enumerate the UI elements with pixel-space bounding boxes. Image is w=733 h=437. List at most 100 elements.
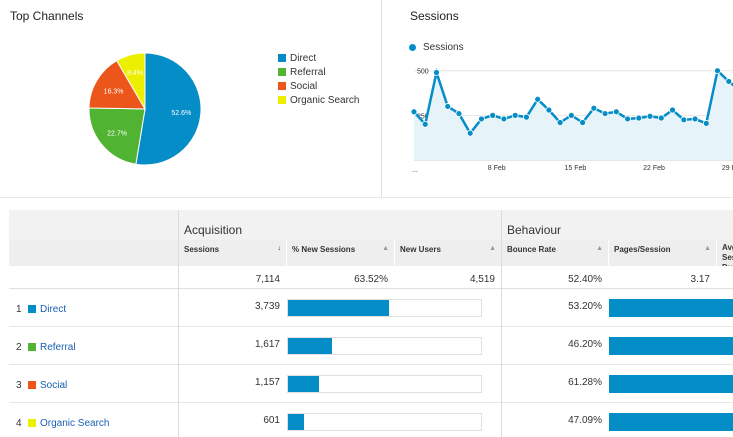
- sessions-point[interactable]: [590, 104, 598, 112]
- sessions-point[interactable]: [410, 108, 418, 116]
- table-row: [9, 289, 733, 327]
- col-header-label: Avg. Session Duration: [722, 243, 733, 266]
- sessions-line-chart: 250 500... 8 Feb 15 Feb 22 Feb 29 Feb: [410, 67, 733, 174]
- sessions-point[interactable]: [478, 115, 485, 123]
- sessions-point[interactable]: [444, 103, 452, 110]
- sessions-share-bar-fill: [288, 338, 332, 354]
- sessions-share-bar: [287, 413, 482, 431]
- row-bounce-rate: 46.20%: [568, 339, 602, 350]
- sort-icon[interactable]: ▲︎: [489, 245, 496, 252]
- series-legend-label: Sessions: [423, 42, 464, 53]
- legend-swatch: [278, 82, 286, 90]
- legend-swatch: [278, 68, 286, 76]
- legend-item-social[interactable]: Social: [278, 79, 359, 93]
- sessions-point[interactable]: [646, 112, 654, 120]
- col-header-avg-duration[interactable]: Avg. Session Duration: [717, 240, 733, 266]
- col-header-pages-session[interactable]: Pages/Session ▲︎: [609, 240, 716, 266]
- series-dot-icon: [409, 44, 416, 51]
- pie-slice-social[interactable]: [88, 59, 146, 110]
- sessions-point[interactable]: [421, 120, 429, 128]
- pie-slice-direct[interactable]: [135, 52, 202, 166]
- row-bounce-rate: 47.09%: [568, 415, 602, 426]
- table-row: [9, 365, 733, 403]
- sessions-share-bar-fill: [288, 414, 305, 430]
- sessions-point[interactable]: [624, 115, 631, 123]
- channel-link-referral[interactable]: Referral: [40, 342, 76, 353]
- sessions-point[interactable]: [635, 114, 643, 122]
- pie-slice-label: 22.7%: [107, 130, 127, 137]
- sessions-point[interactable]: [691, 115, 699, 123]
- widget-divider: [381, 0, 382, 198]
- legend-item-referral[interactable]: Referral: [278, 65, 359, 79]
- row-label-referral: 2 Referral: [9, 327, 178, 365]
- legend-item-direct[interactable]: Direct: [278, 51, 359, 65]
- legend-label: Referral: [290, 66, 326, 78]
- channel-link-direct[interactable]: Direct: [40, 304, 67, 315]
- row-bounce-rate: 61.28%: [568, 377, 602, 388]
- sessions-point[interactable]: [534, 95, 542, 103]
- channel-swatch: [28, 305, 36, 313]
- sort-icon[interactable]: ▲︎: [704, 245, 711, 252]
- pages-session-bar: [609, 413, 733, 431]
- sessions-point[interactable]: [433, 69, 440, 76]
- sessions-point[interactable]: [500, 115, 508, 123]
- legend-item-organic-search[interactable]: Organic Search: [278, 93, 359, 107]
- channel-link-organic-search[interactable]: Organic Search: [40, 418, 110, 429]
- legend-swatch: [278, 54, 286, 62]
- sessions-point[interactable]: [612, 108, 620, 116]
- sessions-share-bar: [287, 337, 482, 355]
- totals-row-bg: [9, 266, 733, 289]
- sessions-point[interactable]: [601, 110, 609, 117]
- sessions-point[interactable]: [579, 119, 587, 126]
- pie-slice-organic-search[interactable]: [116, 52, 146, 111]
- x-tick-label: 8 Feb: [488, 165, 506, 172]
- sort-desc-icon[interactable]: ↓: [277, 245, 282, 252]
- sessions-point[interactable]: [545, 106, 553, 114]
- channel-link-social[interactable]: Social: [40, 380, 68, 391]
- sessions-point[interactable]: [657, 114, 665, 122]
- col-header-bounce-rate[interactable]: Bounce Rate ▲︎: [502, 240, 608, 266]
- sessions-point[interactable]: [669, 106, 676, 114]
- total-new-users: 4,519: [469, 274, 495, 285]
- row-bounce-rate: 53.20%: [568, 301, 602, 312]
- col-header-pct-new-sessions[interactable]: % New Sessions ▲︎: [287, 240, 394, 266]
- sessions-point[interactable]: [714, 67, 721, 75]
- row-sessions: 1,157: [254, 377, 280, 388]
- group-header-acquisition: Acquisition: [178, 210, 501, 240]
- pie-slice-referral[interactable]: [88, 107, 146, 165]
- channel-swatch: [28, 381, 36, 389]
- col-header-label: New Users: [400, 245, 441, 254]
- sessions-point[interactable]: [556, 119, 564, 126]
- column-divider: [501, 210, 502, 437]
- col-header-channel: [9, 240, 178, 266]
- total-bounce-rate: 52.40%: [568, 274, 602, 285]
- channel-swatch: [28, 343, 36, 351]
- sessions-point[interactable]: [466, 129, 474, 137]
- legend-label: Direct: [290, 52, 317, 64]
- sessions-point[interactable]: [702, 119, 710, 127]
- sessions-share-bar-fill: [288, 300, 390, 316]
- col-header-label: % New Sessions: [292, 245, 356, 254]
- col-header-label: Sessions: [184, 245, 220, 254]
- x-tick-label: 29 Feb: [722, 165, 733, 172]
- sessions-point[interactable]: [511, 111, 519, 119]
- sessions-point[interactable]: [455, 110, 463, 117]
- sessions-point[interactable]: [489, 111, 497, 119]
- sessions-point[interactable]: [567, 111, 575, 119]
- sessions-area: [414, 70, 733, 160]
- sessions-point[interactable]: [725, 78, 733, 85]
- x-tick-ellipsis: ...: [412, 167, 418, 174]
- group-header-blank: [9, 210, 178, 240]
- sessions-point[interactable]: [523, 113, 530, 121]
- row-label-direct: 1 Direct: [9, 289, 178, 327]
- pie-slice-label: 8.4%: [127, 70, 143, 77]
- sort-icon[interactable]: ▲︎: [596, 245, 603, 252]
- sessions-series-legend[interactable]: Sessions: [409, 42, 464, 53]
- col-header-new-users[interactable]: New Users ▲︎: [395, 240, 501, 266]
- sort-icon[interactable]: ▲︎: [382, 245, 389, 252]
- row-index: 3: [16, 380, 22, 391]
- sessions-point[interactable]: [680, 116, 688, 124]
- total-pct-new-sessions: 63.52%: [354, 274, 388, 285]
- col-header-sessions[interactable]: Sessions ↓: [179, 240, 286, 266]
- section-divider: [0, 197, 733, 198]
